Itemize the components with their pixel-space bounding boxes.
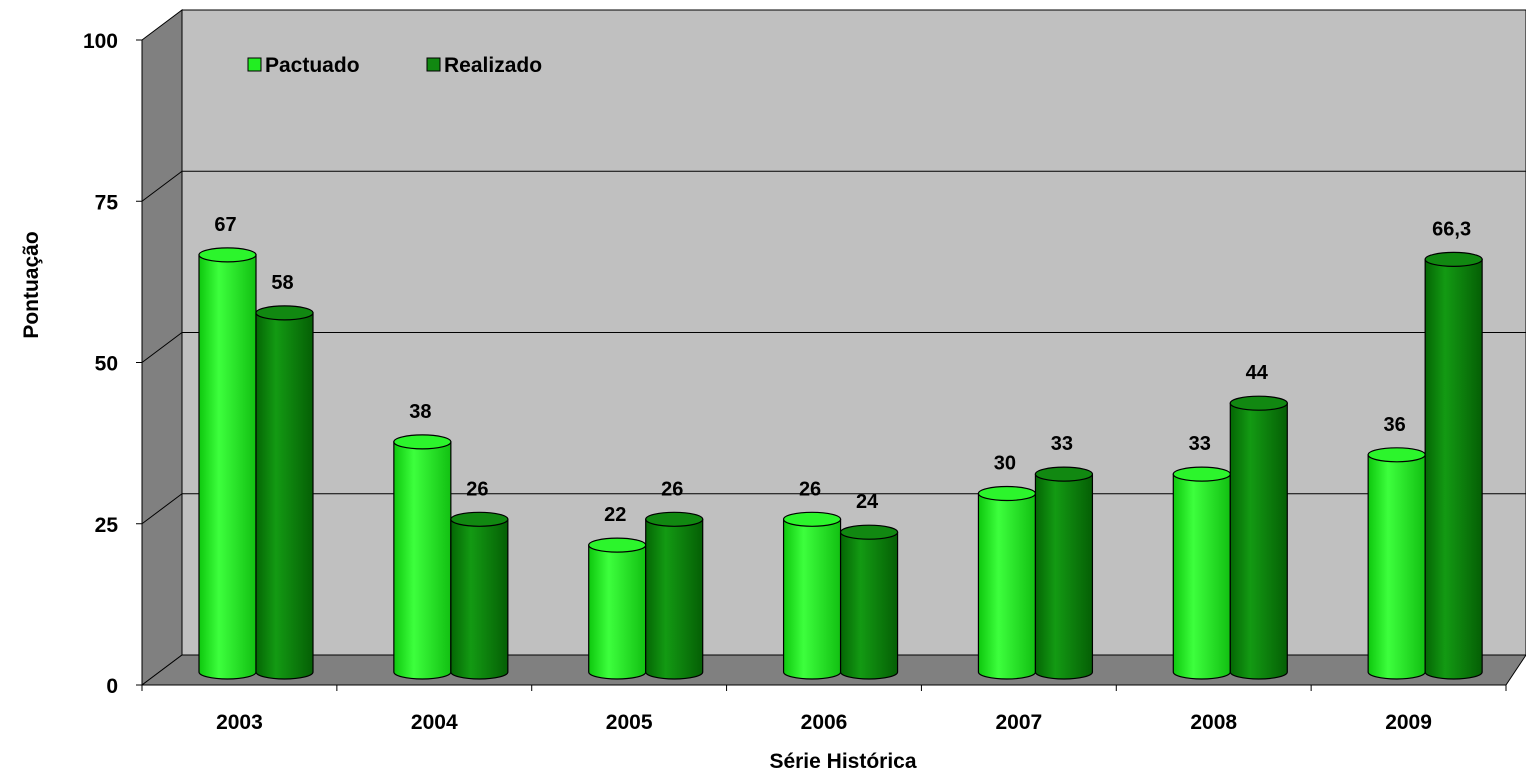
cylinder-pactuado bbox=[1367, 447, 1426, 680]
gridline-side bbox=[141, 332, 183, 363]
y-tick-label: 0 bbox=[106, 675, 118, 698]
x-tick-label: 2004 bbox=[411, 711, 458, 734]
cylinder-realizado bbox=[1229, 395, 1288, 680]
cylinder-realizado bbox=[839, 524, 899, 680]
cylinder-realizado bbox=[450, 511, 509, 680]
data-label: 22 bbox=[604, 504, 626, 526]
cylinder-pactuado bbox=[198, 247, 257, 680]
data-label: 33 bbox=[1051, 433, 1073, 455]
cylinder-pactuado bbox=[977, 485, 1037, 680]
gridlines bbox=[141, 170, 1526, 525]
x-tick-label: 2003 bbox=[216, 711, 263, 734]
x-axis-ticks: 2003 2004 2005 2006 2007 2008 2009 bbox=[141, 685, 1507, 734]
cylinder-pactuado bbox=[1172, 466, 1231, 680]
legend: Pactuado Realizado bbox=[247, 54, 542, 77]
legend-label-pactuado: Pactuado bbox=[265, 54, 360, 77]
legend-swatch-realizado bbox=[426, 57, 441, 72]
x-axis-title: Série Histórica bbox=[769, 750, 916, 773]
x-tick-label: 2007 bbox=[995, 711, 1042, 734]
data-label: 58 bbox=[271, 272, 293, 294]
cylinder-pactuado bbox=[393, 434, 452, 680]
legend-label-realizado: Realizado bbox=[444, 54, 542, 77]
cylinder-pactuado bbox=[588, 537, 647, 680]
y-tick-label: 75 bbox=[95, 191, 119, 214]
y-axis-title: Pontuação bbox=[20, 231, 43, 338]
data-label: 33 bbox=[1189, 433, 1211, 455]
data-label: 24 bbox=[856, 491, 879, 513]
x-tick-label: 2006 bbox=[801, 711, 848, 734]
data-label: 38 bbox=[409, 401, 431, 423]
data-labels: 67 58 38 26 22 26 26 24 30 33 33 44 36 66,3 bbox=[214, 214, 1471, 526]
data-label: 26 bbox=[466, 478, 488, 500]
gridline-side bbox=[141, 170, 183, 202]
data-label: 26 bbox=[661, 478, 683, 500]
data-label: 36 bbox=[1384, 414, 1406, 436]
data-label: 30 bbox=[994, 453, 1016, 475]
legend-swatch-pactuado bbox=[247, 57, 262, 72]
cylinder-realizado bbox=[1424, 251, 1483, 680]
gridline-side bbox=[141, 493, 183, 525]
cylinder-realizado bbox=[255, 305, 314, 680]
bars bbox=[198, 247, 1483, 680]
y-axis-ticks: 0 25 50 75 100 bbox=[83, 30, 142, 698]
y-tick-label: 25 bbox=[95, 514, 119, 537]
cylinder-pactuado bbox=[782, 511, 842, 680]
y-tick-label: 100 bbox=[83, 30, 118, 53]
x-tick-label: 2009 bbox=[1385, 711, 1432, 734]
y-tick-label: 50 bbox=[95, 353, 118, 376]
x-tick-label: 2005 bbox=[606, 711, 653, 734]
data-label: 67 bbox=[214, 214, 236, 236]
data-label: 44 bbox=[1246, 362, 1269, 384]
data-label: 26 bbox=[799, 478, 821, 500]
data-label: 66,3 bbox=[1432, 218, 1471, 240]
x-tick-label: 2008 bbox=[1190, 711, 1237, 734]
cylinder-realizado bbox=[1034, 466, 1094, 680]
cylinder-realizado bbox=[645, 511, 704, 680]
